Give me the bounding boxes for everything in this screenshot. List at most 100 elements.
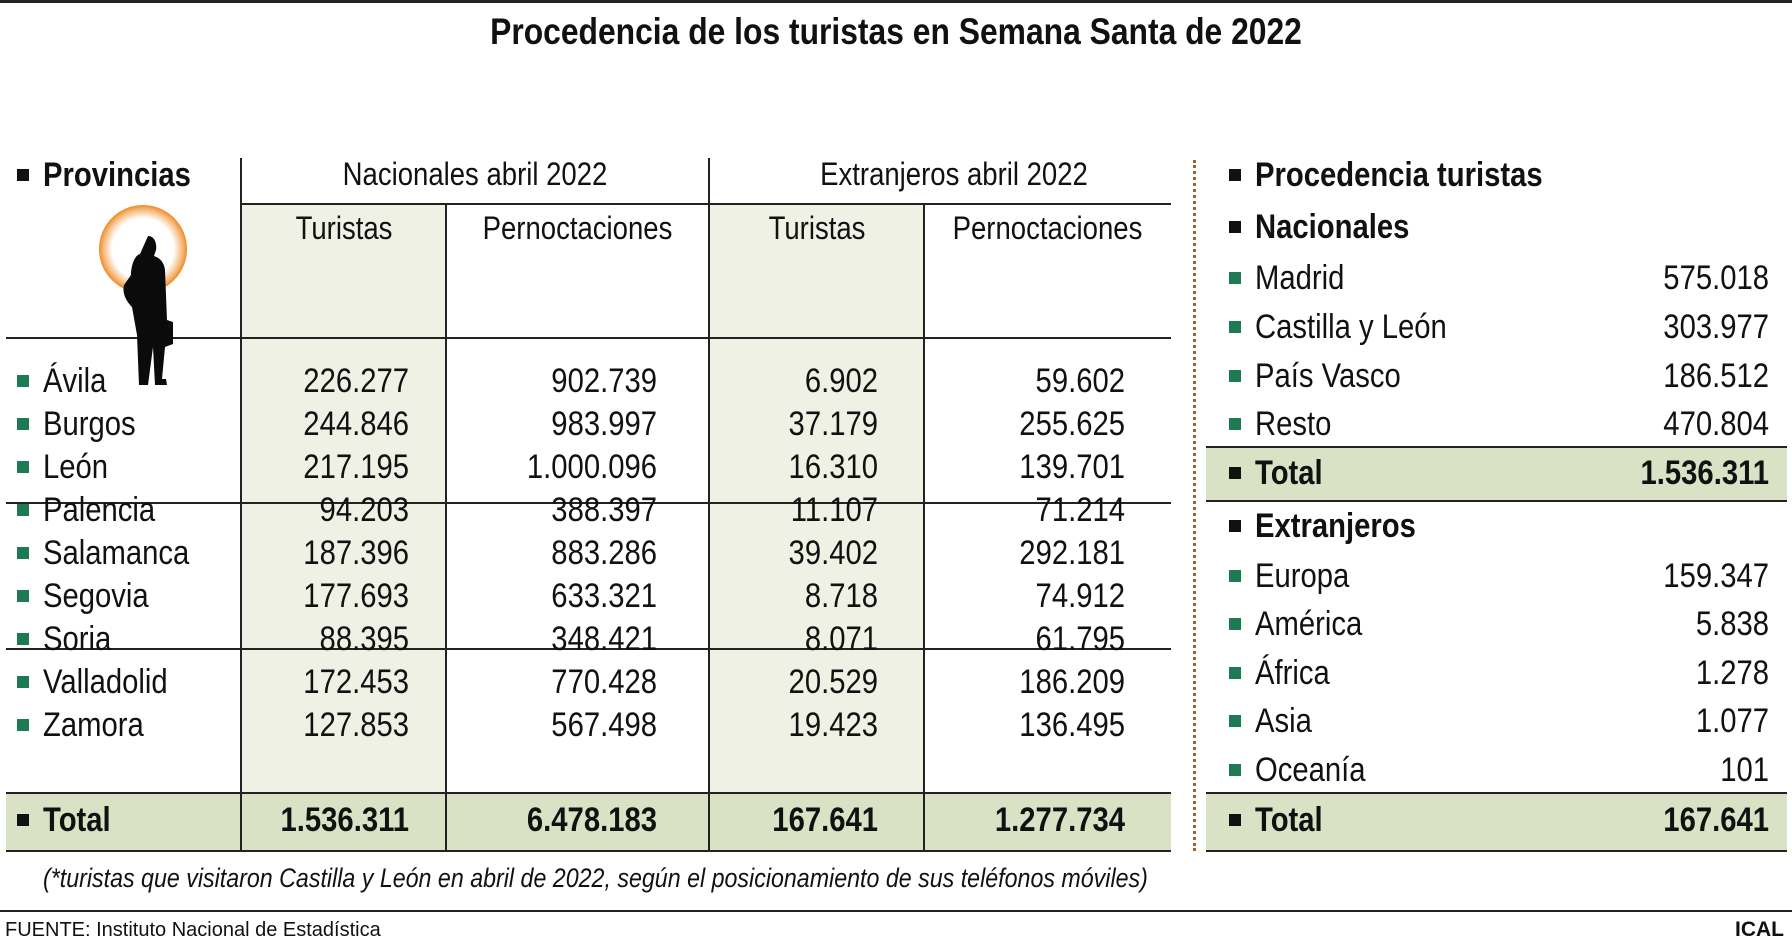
bullet-icon: [1229, 272, 1241, 284]
bullet-icon: [1229, 169, 1241, 181]
cell-ext-turistas: 16.310: [788, 448, 878, 486]
province-name: Soria: [43, 620, 112, 658]
divider: [923, 203, 925, 851]
cell-ext-turistas: 39.402: [788, 534, 878, 572]
cell-ext-pernoctaciones: 186.209: [1019, 663, 1125, 701]
cell-ext-turistas: 37.179: [788, 405, 878, 443]
bullet-icon: [17, 590, 29, 602]
divider: [6, 502, 1171, 504]
cell-nac-pernoctaciones: 348.421: [551, 620, 657, 658]
bullet-icon: [1229, 764, 1241, 776]
province-name: Palencia: [43, 491, 156, 529]
bullet-icon: [1229, 570, 1241, 582]
origin-name: Extranjeros: [1255, 507, 1416, 545]
bottom-rule: [0, 910, 1792, 912]
origin-name: Procedencia turistas: [1255, 156, 1543, 194]
origin-name: Europa: [1255, 557, 1350, 595]
origin-name: Resto: [1255, 405, 1332, 443]
cell-nac-pernoctaciones: 633.321: [551, 577, 657, 615]
cell-ext-turistas: 8.071: [804, 620, 878, 658]
cell-nac-pernoctaciones: 902.739: [551, 362, 657, 400]
cell-nac-pernoctaciones: 883.286: [551, 534, 657, 572]
cell-nac-pernoctaciones: 1.000.096: [526, 448, 657, 486]
cell-ext-turistas: 6.902: [804, 362, 878, 400]
cell-ext-pernoctaciones: 71.214: [1035, 491, 1125, 529]
origin-value: 5.838: [1695, 605, 1769, 643]
bullet-icon: [1229, 618, 1241, 630]
bullet-icon: [17, 375, 29, 387]
bullet-icon: [1229, 321, 1241, 333]
divider: [1206, 792, 1787, 794]
divider: [708, 158, 710, 851]
origin-name: Madrid: [1255, 259, 1345, 297]
cell-ext-pernoctaciones: 74.912: [1035, 577, 1125, 615]
divider: [1206, 500, 1787, 502]
cell-ext-turistas: 19.423: [788, 706, 878, 744]
source-text: Instituto Nacional de Estadística: [96, 919, 381, 941]
col-ext-turistas: Turistas: [768, 210, 866, 246]
extranjeros-total-band: [1206, 793, 1787, 851]
panel-divider: [1193, 160, 1196, 851]
origin-value: 575.018: [1663, 259, 1769, 297]
footnote: (*turistas que visitaron Castilla y León…: [43, 863, 1148, 893]
cell-nac-turistas: 244.846: [303, 405, 409, 443]
origin-value: 1.278: [1695, 654, 1769, 692]
origin-value: 167.641: [1663, 801, 1769, 839]
bullet-icon: [1229, 715, 1241, 727]
bullet-icon: [17, 547, 29, 559]
cell-nac-turistas: 127.853: [303, 706, 409, 744]
province-name: Ávila: [43, 362, 107, 400]
bullet-icon: [1229, 418, 1241, 430]
province-name: Zamora: [43, 706, 144, 744]
divider: [240, 203, 1171, 205]
cell-nac-pernoctaciones: 388.397: [551, 491, 657, 529]
top-rule: [0, 0, 1792, 3]
cell-nac-turistas: 94.203: [319, 491, 409, 529]
origin-name: Nacionales: [1255, 208, 1410, 246]
origin-name: Total: [1255, 801, 1323, 839]
origin-name: Castilla y León: [1255, 308, 1447, 346]
cell-ext-pernoctaciones: 292.181: [1019, 534, 1125, 572]
origin-name: Asia: [1255, 702, 1312, 740]
bullet-icon: [17, 504, 29, 516]
cell-nac-pernoctaciones: 770.428: [551, 663, 657, 701]
person-on-phone-illustration: [99, 205, 187, 385]
divider: [445, 203, 447, 851]
origin-value: 1.536.311: [1640, 454, 1769, 492]
origin-value: 186.512: [1663, 357, 1769, 395]
cell-nac-pernoctaciones: 983.997: [551, 405, 657, 443]
cell-ext-pernoctaciones: 1.277.734: [994, 801, 1125, 839]
bullet-icon: [1229, 221, 1241, 233]
shade-col-nac-turistas: [242, 204, 446, 793]
origin-value: 303.977: [1663, 308, 1769, 346]
col-ext-pernoctaciones: Pernoctaciones: [952, 210, 1143, 246]
cell-ext-pernoctaciones: 59.602: [1035, 362, 1125, 400]
origin-name: América: [1255, 605, 1363, 643]
nacionales-total-band: [1206, 447, 1787, 501]
province-name: Total: [43, 801, 111, 839]
cell-ext-turistas: 8.718: [804, 577, 878, 615]
cell-ext-pernoctaciones: 255.625: [1019, 405, 1125, 443]
province-name: Segovia: [43, 577, 149, 615]
divider: [6, 648, 1171, 650]
cell-ext-pernoctaciones: 139.701: [1019, 448, 1125, 486]
divider: [6, 792, 1171, 794]
origin-value: 159.347: [1663, 557, 1769, 595]
cell-ext-pernoctaciones: 61.795: [1035, 620, 1125, 658]
provincias-heading: Provincias: [43, 156, 191, 194]
origin-name: Oceanía: [1255, 751, 1366, 789]
brand-logo: ICAL: [1735, 918, 1784, 941]
bullet-icon: [17, 461, 29, 473]
cell-nac-turistas: 88.395: [319, 620, 409, 658]
source-label: FUENTE:: [5, 919, 91, 941]
province-name: Valladolid: [43, 663, 168, 701]
cell-nac-pernoctaciones: 567.498: [551, 706, 657, 744]
cell-nac-turistas: 226.277: [303, 362, 409, 400]
bullet-icon: [17, 676, 29, 688]
province-name: León: [43, 448, 109, 486]
bullet-icon: [17, 418, 29, 430]
group-nacionales: Nacionales abril 2022: [342, 156, 608, 192]
bullet-icon: [1229, 814, 1241, 826]
province-name: Burgos: [43, 405, 136, 443]
person-silhouette-icon: [123, 236, 173, 385]
